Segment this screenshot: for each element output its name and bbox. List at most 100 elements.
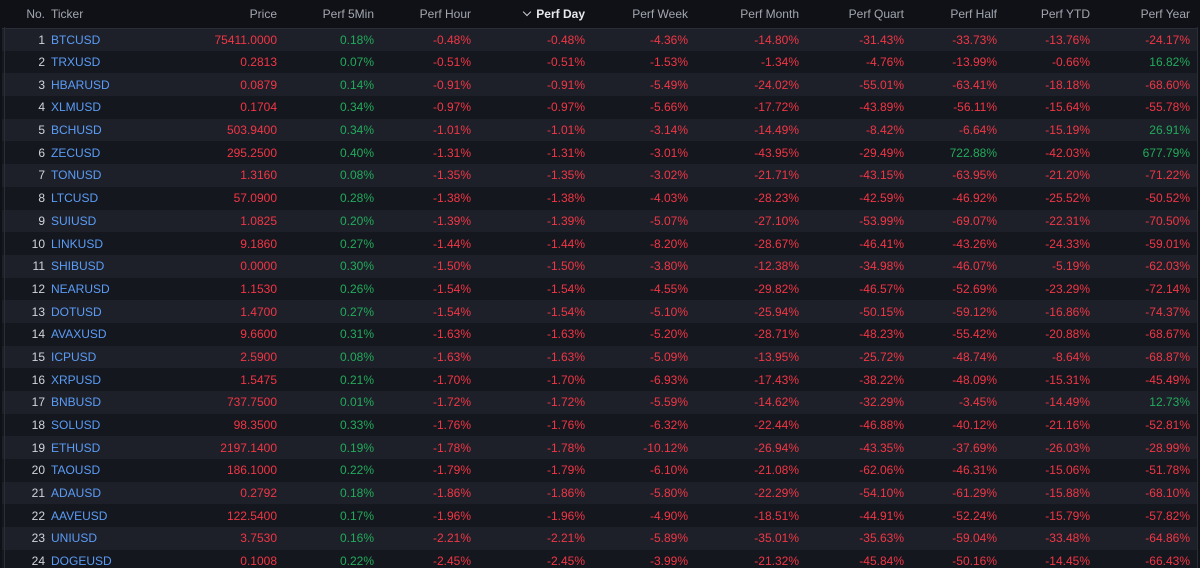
cell-no: 11: [32, 259, 45, 274]
ticker-link[interactable]: TAOUSD: [51, 463, 101, 478]
cell-price: 295.2500: [226, 145, 277, 160]
cell-perf-month: -14.62%: [754, 395, 799, 410]
table-row[interactable]: 17 BNBUSD 737.7500 0.01% -1.72% -1.72% -5.59% -…: [2, 391, 1198, 414]
table-row[interactable]: 16 XRPUSD 1.5475 0.21% -1.70% -1.70% -6.93% -17…: [2, 368, 1198, 391]
cell-ticker: NEARUSD: [49, 278, 119, 301]
ticker-link[interactable]: SOLUSD: [51, 418, 101, 433]
cell-perf-year: -70.50%: [1145, 213, 1190, 228]
column-header-ticker[interactable]: Ticker: [49, 0, 119, 29]
cell-perf-day: -1.44%: [546, 236, 585, 251]
table-row[interactable]: 4 XLMUSD 0.1704 0.34% -0.97% -0.97% -5.66% -17.…: [2, 96, 1198, 119]
table-row[interactable]: 6 ZECUSD 295.2500 0.40% -1.31% -1.31% -3.01% -4…: [2, 141, 1198, 165]
cell-no: 2: [38, 55, 45, 70]
ticker-link[interactable]: ZECUSD: [51, 145, 101, 160]
ticker-link[interactable]: AAVEUSD: [51, 508, 108, 523]
table-row[interactable]: 3 HBARUSD 0.0879 0.14% -0.91% -0.91% -5.49% -24…: [2, 73, 1198, 97]
table-row[interactable]: 20 TAOUSD 186.1000 0.22% -1.79% -1.79% -6.10% -…: [2, 459, 1198, 482]
table-row[interactable]: 22 AAVEUSD 122.5400 0.17% -1.96% -1.96% -4.90%…: [2, 504, 1198, 528]
table-row[interactable]: 15 ICPUSD 2.5900 0.08% -1.63% -1.63% -5.09% -13…: [2, 345, 1198, 369]
ticker-link[interactable]: TRXUSD: [51, 55, 101, 70]
table-row[interactable]: 9 SUIUSD 1.0825 0.20% -1.39% -1.39% -5.07% -27.…: [2, 209, 1198, 233]
table-row[interactable]: 18 SOLUSD 98.3500 0.33% -1.76% -1.76% -6.32% -2…: [2, 413, 1198, 437]
cell-perf-year: -59.01%: [1145, 236, 1190, 251]
cell-no: 24: [31, 554, 45, 568]
table-row[interactable]: 19 ETHUSD 2197.1400 0.19% -1.78% -1.78% -10.12…: [2, 436, 1198, 460]
ticker-link[interactable]: UNIUSD: [51, 531, 98, 546]
cell-perf-half: -37.69%: [952, 440, 997, 455]
ticker-link[interactable]: BNBUSD: [51, 395, 102, 410]
ticker-link[interactable]: LTCUSD: [51, 191, 99, 206]
column-header-perf-year[interactable]: Perf Year: [1098, 0, 1198, 29]
column-header-perf-month[interactable]: Perf Month: [696, 0, 807, 29]
ticker-link[interactable]: BCHUSD: [51, 123, 102, 138]
column-header-perf-5min[interactable]: Perf 5Min: [285, 0, 382, 29]
cell-perf-month: -18.51%: [754, 508, 799, 523]
table-row[interactable]: 23 UNIUSD 3.7530 0.16% -2.21% -2.21% -5.89% -35…: [2, 527, 1198, 550]
table-row[interactable]: 2 TRXUSD 0.2813 0.07% -0.51% -0.51% -1.53% -1.3…: [2, 50, 1198, 74]
column-header-perf-ytd[interactable]: Perf YTD: [1005, 0, 1098, 29]
ticker-link[interactable]: BTCUSD: [51, 32, 101, 47]
cell-perf-week: -3.14%: [649, 123, 688, 138]
column-header-perf-day[interactable]: Perf Day: [479, 0, 593, 29]
cell-perf-5min: 0.14%: [339, 77, 374, 92]
ticker-link[interactable]: ICPUSD: [51, 349, 97, 364]
ticker-link[interactable]: NEARUSD: [51, 281, 110, 296]
cell-perf-ytd: -15.79%: [1045, 508, 1090, 523]
table-row[interactable]: 10 LINKUSD 9.1860 0.27% -1.44% -1.44% -8.20% -2…: [2, 232, 1198, 255]
cell-perf-month: -17.72%: [754, 100, 799, 115]
table-row[interactable]: 8 LTCUSD 57.0900 0.28% -1.38% -1.38% -4.03% -28…: [2, 186, 1198, 210]
ticker-link[interactable]: AVAXUSD: [51, 327, 107, 342]
column-header-price[interactable]: Price: [119, 0, 285, 29]
cell-price: 1.1530: [240, 281, 277, 296]
cell-perf-week: -3.80%: [649, 259, 688, 274]
table-row[interactable]: 11 SHIBUSD 0.0000 0.30% -1.50% -1.50% -3.80% -1…: [2, 254, 1198, 278]
ticker-link[interactable]: SUIUSD: [51, 213, 97, 228]
cell-no: 3: [38, 77, 45, 92]
table-row[interactable]: 7 TONUSD 1.3160 0.08% -1.35% -1.35% -3.02% -21.…: [2, 164, 1198, 187]
cell-perf-quart: -48.23%: [859, 327, 904, 342]
cell-perf-week: -5.10%: [649, 304, 688, 319]
table-row[interactable]: 5 BCHUSD 503.9400 0.34% -1.01% -1.01% -3.14% -1…: [2, 118, 1198, 142]
cell-perf-hour: -1.86%: [432, 486, 471, 501]
cell-perf-5min: 0.26%: [339, 281, 374, 296]
column-header-perf-week[interactable]: Perf Week: [593, 0, 696, 29]
ticker-link[interactable]: ETHUSD: [51, 440, 101, 455]
ticker-link[interactable]: TONUSD: [51, 168, 102, 183]
ticker-link[interactable]: HBARUSD: [51, 77, 110, 92]
ticker-link[interactable]: ADAUSD: [51, 486, 102, 501]
cell-perf-half: -13.99%: [952, 55, 997, 70]
table-row[interactable]: 24 DOGEUSD 0.1008 0.22% -2.45% -2.45% -3.99% -2…: [2, 549, 1198, 568]
cell-perf-month: -12.38%: [754, 259, 799, 274]
cell-perf-day: -1.63%: [546, 349, 585, 364]
cell-perf-hour: -0.97%: [432, 100, 471, 115]
table-row[interactable]: 12 NEARUSD 1.1530 0.26% -1.54% -1.54% -4.55% -2…: [2, 277, 1198, 301]
cell-perf-month: -28.67%: [754, 236, 799, 251]
cell-perf-hour: -1.35%: [432, 168, 471, 183]
table-row[interactable]: 21 ADAUSD 0.2792 0.18% -1.86% -1.86% -5.80% -22…: [2, 481, 1198, 505]
ticker-link[interactable]: LINKUSD: [51, 236, 104, 251]
table-header: No. Ticker Price Perf 5Min Perf Hour Per…: [2, 0, 1198, 29]
ticker-link[interactable]: SHIBUSD: [51, 259, 105, 274]
column-header-no[interactable]: No.: [2, 0, 49, 29]
cell-perf-ytd: -21.16%: [1045, 418, 1090, 433]
cell-perf-week: -6.10%: [649, 463, 688, 478]
ticker-link[interactable]: DOGEUSD: [51, 554, 112, 568]
ticker-link[interactable]: DOTUSD: [51, 304, 102, 319]
table-row[interactable]: 14 AVAXUSD 9.6600 0.31% -1.63% -1.63% -5.20% -2…: [2, 322, 1198, 346]
ticker-link[interactable]: XLMUSD: [51, 100, 102, 115]
table-row[interactable]: 13 DOTUSD 1.4700 0.27% -1.54% -1.54% -5.10% -25…: [2, 300, 1198, 323]
cell-ticker: AAVEUSD: [49, 504, 119, 527]
cell-perf-day: -1.54%: [546, 281, 585, 296]
cell-perf-ytd: -24.33%: [1045, 236, 1090, 251]
ticker-link[interactable]: XRPUSD: [51, 372, 102, 387]
table-row[interactable]: 1 BTCUSD 75411.0000 0.18% -0.48% -0.48% -4.36%…: [2, 28, 1198, 51]
cell-perf-week: -6.93%: [649, 372, 688, 387]
column-header-perf-quart[interactable]: Perf Quart: [807, 0, 912, 29]
column-header-perf-half[interactable]: Perf Half: [912, 0, 1005, 29]
cell-perf-year: -55.78%: [1145, 100, 1190, 115]
cell-price: 75411.0000: [214, 32, 277, 47]
column-header-perf-hour[interactable]: Perf Hour: [382, 0, 479, 29]
cell-no: 19: [31, 440, 45, 455]
cell-perf-half: -63.95%: [952, 168, 997, 183]
